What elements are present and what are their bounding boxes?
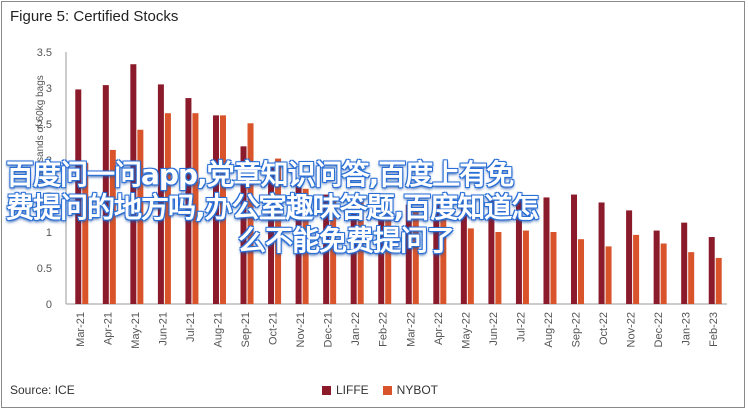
legend-label-liffe: LIFFE — [336, 383, 369, 397]
bar-liffe — [598, 202, 605, 304]
bar-liffe — [157, 84, 164, 305]
x-tick-label: Aug-21 — [212, 312, 224, 347]
x-tick-label: Aug-22 — [543, 312, 555, 347]
y-tick-label: 2 — [46, 155, 52, 167]
bar-liffe — [268, 163, 275, 304]
overlay-line-1: 百度问一问app,党章知识问答,百度上有免 — [6, 158, 514, 191]
bar-nybot — [109, 149, 116, 304]
y-tick-label: 2.5 — [37, 119, 52, 131]
bar-nybot — [412, 207, 419, 304]
bar-nybot — [715, 257, 722, 304]
bar-liffe — [295, 184, 302, 304]
bar-nybot — [357, 200, 364, 304]
bar-nybot — [522, 230, 529, 304]
bar-liffe — [543, 197, 550, 304]
bar-liffe — [653, 230, 660, 304]
y-tick-label: 0.5 — [37, 263, 52, 275]
x-tick-label: Feb-23 — [708, 312, 720, 347]
x-tick-label: Jan-23 — [681, 312, 693, 346]
bar-nybot — [578, 239, 585, 304]
legend-label-nybot: NYBOT — [396, 383, 439, 397]
bar-liffe — [488, 200, 495, 304]
bar-nybot — [605, 246, 612, 304]
bar-nybot — [385, 201, 392, 304]
bar-nybot — [137, 129, 144, 304]
bar-liffe — [433, 201, 440, 304]
bar-nybot — [247, 123, 254, 304]
bar-liffe — [240, 146, 247, 304]
x-tick-label: Mar-21 — [75, 312, 87, 347]
bar-liffe — [185, 98, 192, 304]
overlay-line-2: 费提问的地方吗,办公室趣味答题,百度知道怎 — [6, 191, 539, 224]
bar-liffe — [626, 210, 633, 304]
x-tick-label: Oct-21 — [268, 312, 280, 345]
x-tick-label: Jun-21 — [157, 312, 169, 346]
bar-liffe — [405, 204, 412, 304]
y-tick-label: 0 — [46, 299, 52, 311]
bar-liffe — [350, 201, 357, 304]
x-tick-label: May-21 — [130, 312, 142, 349]
x-tick-label: Nov-22 — [626, 312, 638, 347]
bar-nybot — [82, 162, 89, 304]
x-tick-label: Oct-22 — [598, 312, 610, 345]
overlay-line-3: 么不能免费提问了 — [238, 224, 455, 257]
bar-nybot — [688, 252, 695, 304]
bar-liffe — [130, 64, 137, 305]
y-tick-label: 3.5 — [37, 47, 52, 59]
chart-source: Source: ICE — [10, 383, 75, 397]
legend-item-nybot: NYBOT — [382, 383, 439, 397]
bar-nybot — [330, 198, 337, 304]
legend-swatch-liffe — [322, 385, 331, 395]
bar-nybot — [467, 228, 474, 304]
legend-swatch-nybot — [382, 385, 392, 395]
y-axis-title: Thousands of 60kg bags — [35, 75, 46, 185]
x-tick-label: Jul-22 — [515, 312, 527, 342]
bar-nybot — [164, 113, 171, 304]
bar-nybot — [633, 234, 640, 304]
x-tick-label: Mar-22 — [405, 312, 417, 347]
bar-nybot — [192, 113, 199, 304]
bar-liffe — [323, 194, 330, 304]
x-tick-label: Apr-21 — [102, 312, 114, 345]
x-tick-label: May-22 — [460, 312, 472, 349]
x-tick-label: Jul-21 — [185, 312, 197, 342]
chart-legend: LIFFE NYBOT — [322, 383, 452, 397]
bar-nybot — [660, 243, 667, 304]
x-tick-label: Feb-22 — [378, 312, 390, 347]
y-tick-label: 1 — [46, 227, 52, 239]
legend-item-liffe: LIFFE — [322, 383, 369, 397]
bar-liffe — [708, 237, 715, 304]
bar-nybot — [219, 115, 226, 304]
x-tick-label: Jun-22 — [488, 312, 500, 346]
y-tick-label: 3 — [46, 83, 52, 95]
x-tick-label: Sep-21 — [240, 312, 252, 347]
bar-liffe — [75, 89, 82, 304]
x-tick-label: Sep-22 — [571, 312, 583, 347]
x-tick-label: Jan-22 — [350, 312, 362, 346]
bar-nybot — [302, 188, 309, 304]
bar-liffe — [378, 194, 385, 304]
bar-liffe — [515, 199, 522, 304]
watermark-overlay-text: 百度问一问app,党章知识问答,百度上有免 费提问的地方吗,办公室趣味答题,百度… — [6, 158, 706, 257]
bar-nybot — [550, 232, 557, 304]
bar-liffe — [212, 115, 219, 304]
bar-nybot — [440, 216, 447, 304]
bar-liffe — [571, 194, 578, 304]
bar-nybot — [495, 232, 502, 304]
chart-title: Figure 5: Certified Stocks — [10, 8, 179, 25]
bar-nybot — [275, 158, 282, 304]
y-tick-label: 1.5 — [37, 191, 52, 203]
x-tick-label: Nov-21 — [295, 312, 307, 347]
x-tick-label: Apr-22 — [433, 312, 445, 345]
x-tick-label: Dec-21 — [323, 312, 335, 347]
bar-liffe — [460, 201, 467, 304]
bar-liffe — [102, 85, 109, 305]
bar-liffe — [681, 222, 688, 304]
x-tick-label: Dec-22 — [653, 312, 665, 347]
